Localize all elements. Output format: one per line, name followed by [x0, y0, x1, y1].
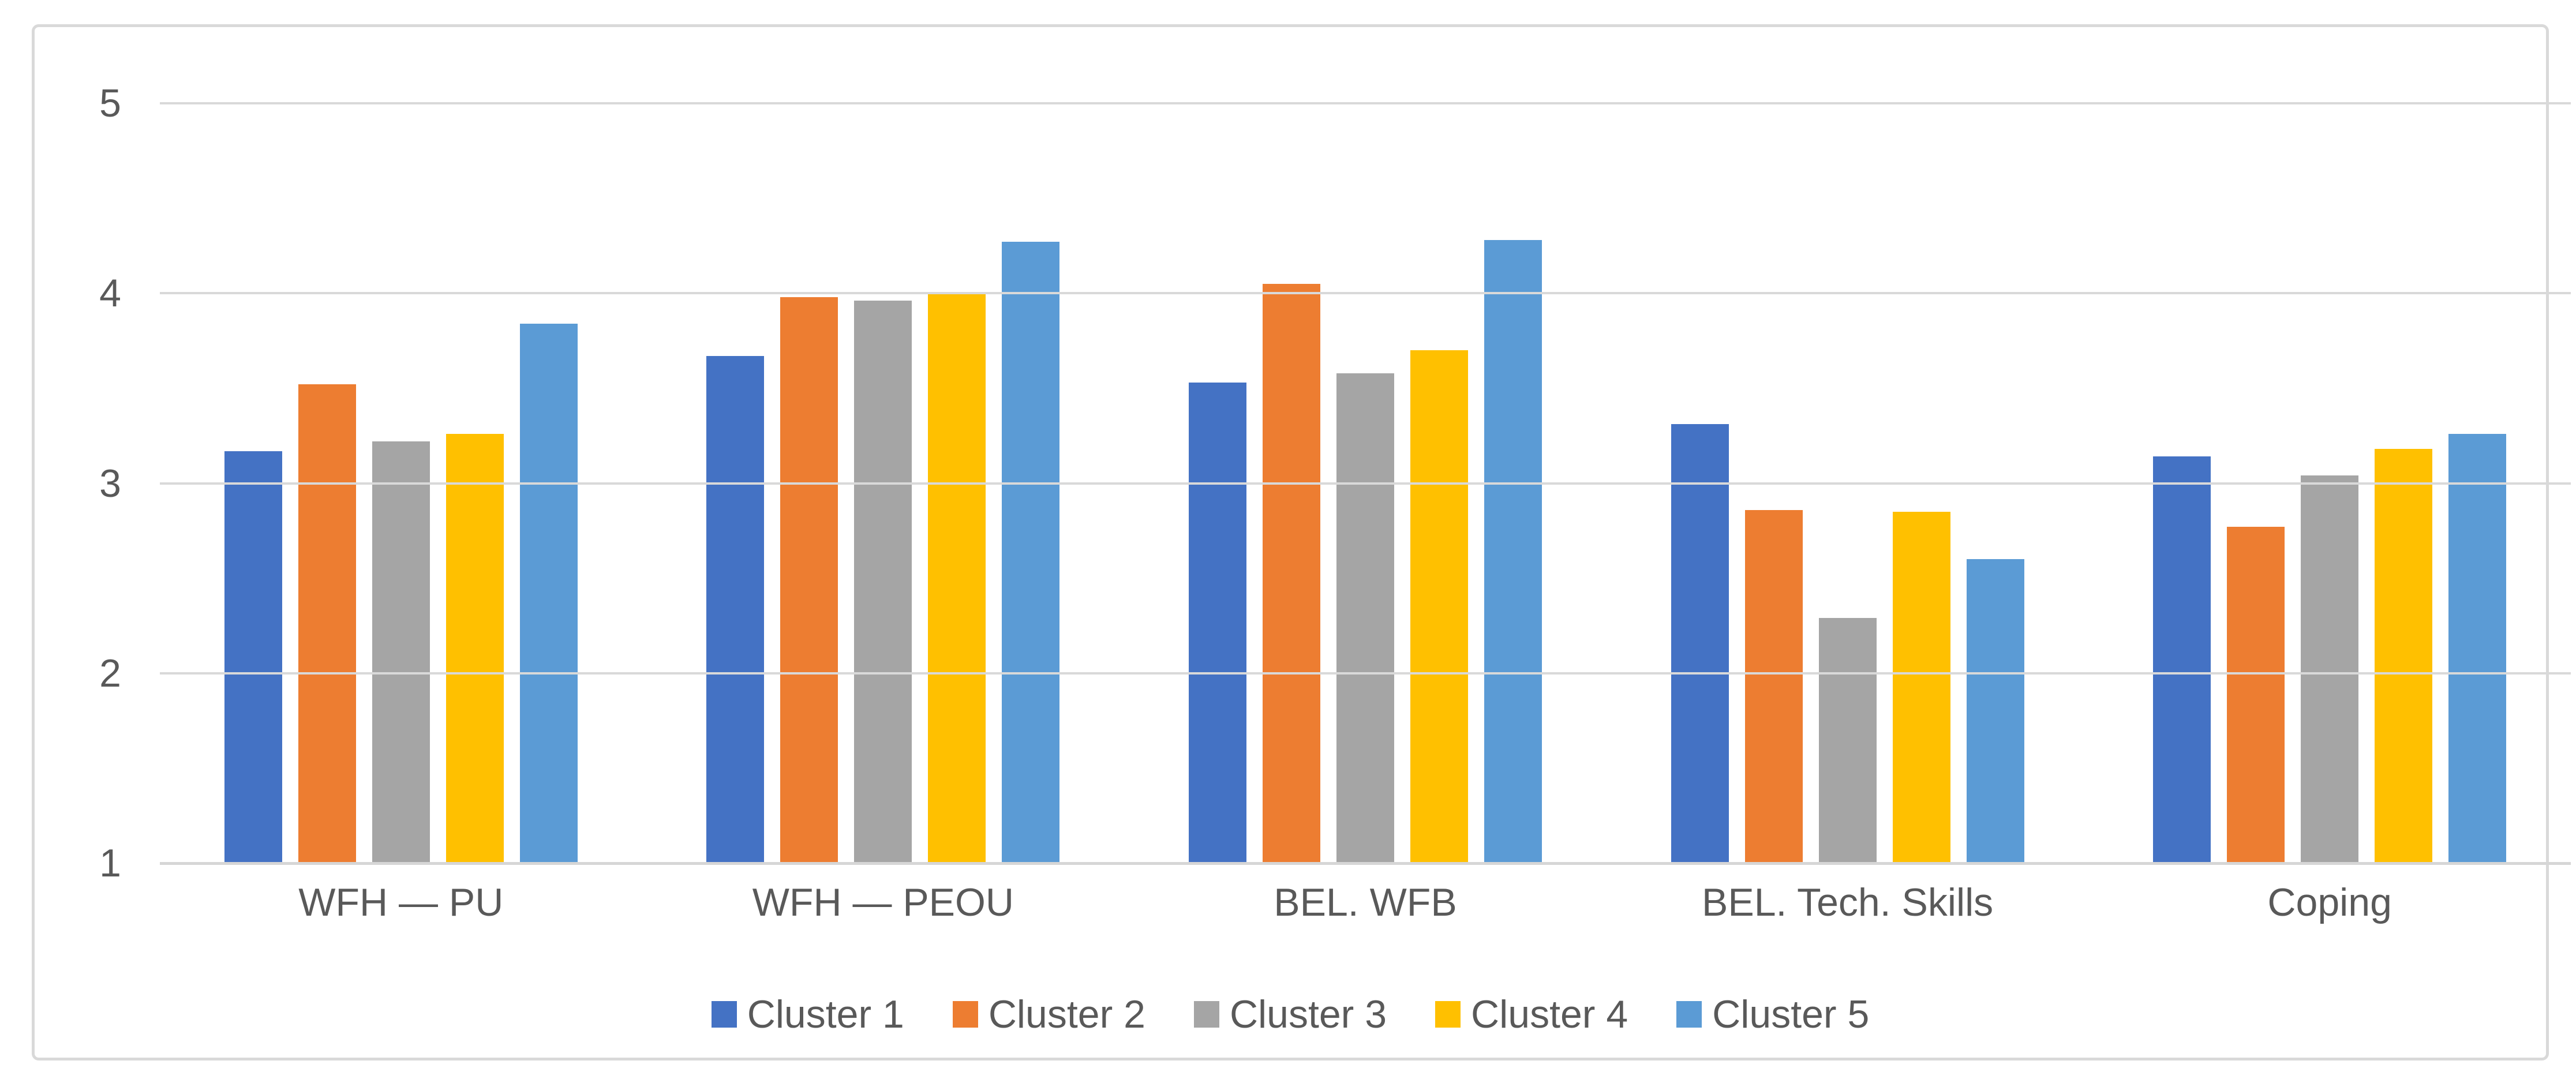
legend-label: Cluster 4 — [1471, 992, 1628, 1036]
bar[interactable] — [224, 451, 282, 863]
bar[interactable] — [1966, 559, 2024, 863]
y-tick-label: 2 — [99, 651, 121, 695]
chart-frame: 5 4 3 2 1 WFH — PU WFH — PEOU BEL. WFB BEL. Tec… — [32, 24, 2571, 1060]
gridline-3 — [160, 482, 2571, 485]
legend-item-1[interactable]: Cluster 1 — [711, 992, 904, 1037]
bar[interactable] — [1002, 242, 1060, 863]
gridline-5 — [160, 102, 2571, 104]
y-tick-label: 5 — [99, 81, 121, 125]
bar[interactable] — [445, 433, 504, 863]
bar-group-3 — [1124, 103, 1607, 863]
y-tick-label: 1 — [99, 841, 121, 885]
bar[interactable] — [1744, 509, 1803, 863]
x-axis-line — [160, 862, 2571, 865]
category-label: BEL. WFB — [1274, 880, 1457, 924]
bar[interactable] — [1892, 511, 1950, 863]
bar[interactable] — [1818, 618, 1877, 863]
bar[interactable] — [519, 323, 578, 863]
legend-label: Cluster 1 — [747, 992, 904, 1036]
bar-group-4 — [1607, 103, 2089, 863]
bar[interactable] — [1262, 283, 1320, 863]
bar[interactable] — [2448, 433, 2507, 863]
category-label: BEL. Tech. Skills — [1701, 880, 1994, 924]
legend-label: Cluster 2 — [988, 992, 1145, 1036]
legend-swatch-icon — [952, 1001, 978, 1028]
legend-item-2[interactable]: Cluster 2 — [952, 992, 1145, 1037]
bar[interactable] — [372, 441, 430, 863]
bar-group-2 — [642, 103, 1125, 863]
category-label: Coping — [2267, 880, 2392, 924]
bar[interactable] — [298, 384, 356, 863]
bar[interactable] — [928, 293, 986, 863]
bar[interactable] — [1484, 240, 1542, 863]
bar[interactable] — [780, 297, 838, 863]
category-label: WFH — PU — [298, 880, 504, 924]
legend-swatch-icon — [1193, 1001, 1219, 1028]
bar[interactable] — [1671, 424, 1729, 863]
plot-area — [160, 102, 2571, 865]
legend-label: Cluster 3 — [1229, 992, 1387, 1036]
y-axis: 5 4 3 2 1 — [46, 83, 121, 884]
bar[interactable] — [1188, 383, 1246, 863]
legend-item-5[interactable]: Cluster 5 — [1676, 992, 1869, 1037]
legend-label: Cluster 5 — [1712, 992, 1870, 1036]
bar[interactable] — [2227, 527, 2285, 863]
y-tick-label: 3 — [99, 461, 121, 505]
legend-swatch-icon — [1676, 1001, 1702, 1028]
legend-item-3[interactable]: Cluster 3 — [1193, 992, 1387, 1037]
bar[interactable] — [2375, 449, 2433, 863]
gridline-4 — [160, 292, 2571, 295]
category-label: WFH — PEOU — [752, 880, 1014, 924]
x-axis-labels: WFH — PU WFH — PEOU BEL. WFB BEL. Tech. Ski… — [160, 880, 2571, 925]
bar[interactable] — [1410, 350, 1468, 863]
bar-group-5 — [2088, 103, 2571, 863]
bar[interactable] — [854, 301, 912, 863]
bar[interactable] — [1336, 373, 1394, 863]
legend: Cluster 1 Cluster 2 Cluster 3 Cluster 4 Clus… — [35, 992, 2546, 1037]
y-tick-label: 4 — [99, 271, 121, 316]
bar[interactable] — [706, 355, 765, 863]
bar[interactable] — [2301, 475, 2359, 863]
legend-swatch-icon — [1435, 1001, 1461, 1028]
bar-groups-row — [160, 103, 2571, 863]
gridline-2 — [160, 672, 2571, 674]
bar-group-1 — [160, 103, 642, 863]
legend-swatch-icon — [711, 1001, 737, 1028]
legend-item-4[interactable]: Cluster 4 — [1435, 992, 1628, 1037]
bar[interactable] — [2153, 456, 2211, 863]
